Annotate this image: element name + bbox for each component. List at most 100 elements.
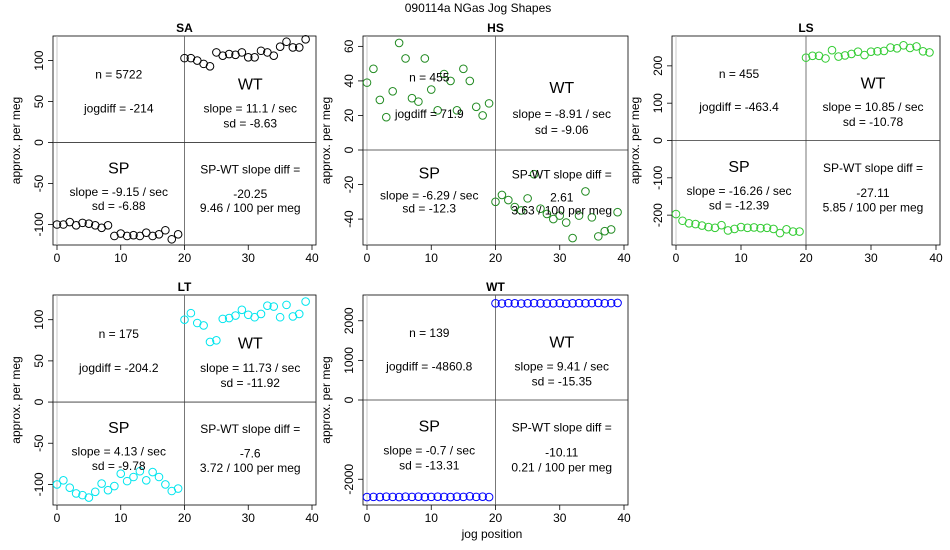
y-axis-label: approx. per meg xyxy=(319,97,333,184)
wt-data-point xyxy=(587,298,597,308)
panel-title: SA xyxy=(176,21,193,35)
sp-data-point xyxy=(141,475,151,485)
sp-data-point xyxy=(161,225,170,235)
annotation-sp-slope: slope = -0.7 / sec xyxy=(383,444,475,458)
x-tick-label: 30 xyxy=(864,251,878,265)
wt-data-point xyxy=(542,209,552,219)
sp-data-point xyxy=(775,228,785,238)
sp-data-point xyxy=(167,234,177,244)
sp-data-point xyxy=(116,469,126,479)
annotation-wt-label: WT xyxy=(238,336,263,353)
x-tick-label: 10 xyxy=(114,251,128,265)
x-tick-label: 20 xyxy=(489,251,503,265)
sp-data-point xyxy=(122,231,132,241)
wt-data-point xyxy=(205,62,215,71)
wt-data-point xyxy=(561,299,571,309)
annotation-sp-sd: sd = -6.88 xyxy=(92,199,146,213)
y-tick-label: 100 xyxy=(32,50,46,70)
x-tick-label: 0 xyxy=(364,511,371,525)
wt-data-point xyxy=(905,43,915,53)
wt-data-point xyxy=(808,51,817,61)
annotation-diff-label: SP-WT slope diff = xyxy=(823,161,923,175)
wt-data-point xyxy=(529,169,539,179)
wt-data-point xyxy=(282,300,291,310)
sp-data-point xyxy=(135,466,145,476)
x-tick-label: 10 xyxy=(425,251,439,265)
wt-data-point xyxy=(269,51,279,60)
annotation-sp-slope: slope = 4.13 / sec xyxy=(72,445,166,459)
wt-data-point xyxy=(504,195,513,205)
sp-data-point xyxy=(465,76,475,86)
sp-data-point xyxy=(129,230,138,240)
wt-data-point xyxy=(574,211,584,220)
wt-data-point xyxy=(581,187,590,196)
annotation-sp-label: SP xyxy=(419,419,440,436)
x-tick-label: 40 xyxy=(617,251,631,265)
sp-data-point xyxy=(375,492,385,502)
wt-data-point xyxy=(821,54,830,63)
annotation-wt-slope: slope = 9.41 / sec xyxy=(515,360,609,374)
sp-data-point xyxy=(401,492,410,501)
panel-title: HS xyxy=(487,21,504,35)
x-tick-label: 0 xyxy=(673,251,680,265)
wt-data-point xyxy=(288,43,298,52)
sp-data-point xyxy=(459,492,468,502)
wt-data-point xyxy=(536,299,545,308)
wt-data-point xyxy=(282,37,291,47)
y-axis-label: approx. per meg xyxy=(9,97,23,184)
annotation-n: n = 139 xyxy=(409,326,450,340)
sp-data-point xyxy=(795,227,804,236)
y-tick-label: 20 xyxy=(342,108,356,122)
annotation-wt-slope: slope = 11.73 / sec xyxy=(200,361,300,375)
wt-data-point xyxy=(218,314,228,324)
annotation-wt-label: WT xyxy=(549,335,574,352)
panel-sa: SA 0 10 20 30 40 -100 -50 0 50 100 approx. per meg n… xyxy=(9,21,319,265)
wt-data-point xyxy=(568,233,577,243)
wt-data-point xyxy=(237,305,247,315)
annotation-wt-sd: sd = -15.35 xyxy=(532,374,593,388)
sp-data-point xyxy=(388,492,398,502)
y-tick-label: -200 xyxy=(651,203,665,227)
sp-data-point xyxy=(362,78,372,87)
sp-data-point xyxy=(471,492,481,502)
wt-data-point xyxy=(301,34,310,44)
sp-data-point xyxy=(388,86,398,96)
wt-data-point xyxy=(886,43,895,52)
annotation-wt-label: WT xyxy=(238,76,263,93)
wt-data-point xyxy=(555,211,565,220)
sp-data-point xyxy=(148,231,157,241)
sp-data-point xyxy=(697,221,707,230)
sp-data-point xyxy=(122,476,132,486)
sp-data-point xyxy=(59,475,68,485)
annotation-diff-value: -20.25 xyxy=(233,187,267,201)
x-tick-label: 0 xyxy=(54,251,61,265)
panel-ls: LS 0 10 20 30 40 -200 -100 0 100 200 approx. per me… xyxy=(628,21,943,265)
annotation-diff-label: SP-WT slope diff = xyxy=(200,422,300,436)
annotation-diff-label: SP-WT slope diff = xyxy=(512,421,612,435)
x-tick-label: 40 xyxy=(305,251,319,265)
annotation-sp-label: SP xyxy=(728,159,749,176)
wt-data-point xyxy=(269,302,279,311)
wt-data-point xyxy=(218,51,228,60)
sp-data-point xyxy=(103,485,113,495)
sp-data-point xyxy=(478,111,487,120)
sp-data-point xyxy=(723,226,733,235)
panel-lt: LT 0 10 20 30 40 -100 -50 0 50 100 approx. per meg n… xyxy=(9,280,319,525)
wt-data-point xyxy=(834,52,843,61)
sp-data-point xyxy=(375,95,385,105)
sp-data-point xyxy=(704,222,713,232)
x-tick-label: 0 xyxy=(364,251,371,265)
annotation-sp-label: SP xyxy=(108,420,129,437)
sp-data-point xyxy=(78,218,87,228)
wt-data-point xyxy=(536,204,545,214)
annotation-n: n = 175 xyxy=(99,327,140,341)
sp-data-point xyxy=(465,491,475,501)
y-tick-label: 0 xyxy=(342,396,356,403)
y-tick-label: 100 xyxy=(651,93,665,113)
wt-data-point xyxy=(256,46,266,56)
x-tick-label: 20 xyxy=(178,511,192,525)
sp-data-point xyxy=(154,472,164,482)
wt-data-point xyxy=(606,225,616,234)
wt-data-point xyxy=(510,299,520,308)
sp-data-point xyxy=(90,487,100,497)
